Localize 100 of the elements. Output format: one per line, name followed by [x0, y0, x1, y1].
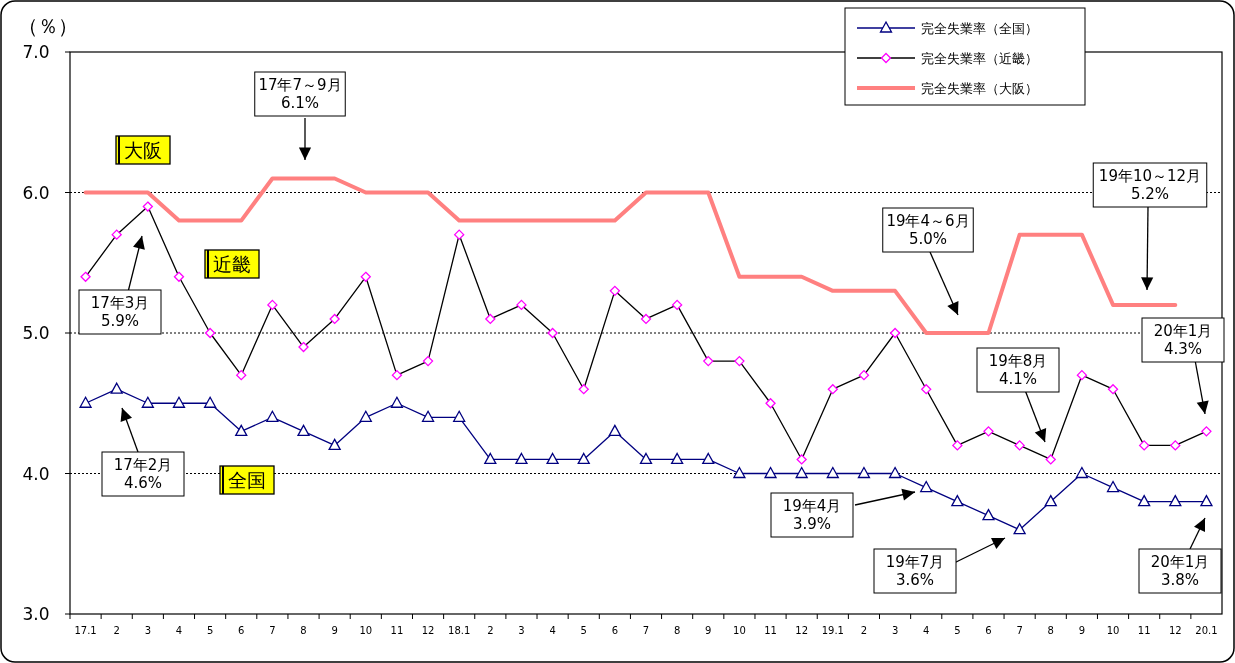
point: [827, 384, 838, 395]
x-tick-label: 12: [795, 625, 809, 636]
point: [858, 370, 870, 381]
point: [670, 452, 684, 465]
annotation: 近畿: [204, 249, 260, 279]
x-tick-label: 6: [611, 625, 619, 636]
x-tick-label: 6: [238, 625, 245, 636]
annotation: 20年1月 3.8%: [1150, 553, 1210, 589]
point: [1013, 523, 1026, 535]
point: [982, 509, 995, 521]
x-tick-label: 5: [580, 625, 587, 636]
point: [578, 384, 589, 395]
point: [173, 271, 185, 282]
x-tick-label: 3: [144, 625, 152, 636]
annotation: 19年4～6月 5.0%: [882, 207, 974, 316]
point: [577, 452, 590, 465]
annotation: 全国: [219, 465, 275, 495]
annotation: 大阪: [124, 139, 162, 161]
annotation: 19年10～12月 5.2%: [1098, 167, 1202, 203]
x-tick-label: 11: [390, 625, 404, 636]
x-tick-label: 10: [1106, 625, 1120, 636]
x-tick-label: 2: [113, 625, 120, 636]
point: [80, 271, 91, 282]
annotation: 17年7～9月 6.1%: [254, 71, 346, 161]
point: [1014, 440, 1025, 451]
annotation: 19年10～12月 5.2%: [1092, 162, 1208, 291]
point: [421, 410, 435, 422]
annotation: 19年4月 3.9%: [782, 497, 842, 533]
point: [1075, 466, 1089, 479]
y-tick-label: 4.0: [22, 463, 50, 484]
point: [1107, 384, 1119, 395]
legend-label: 完全失業率（近畿）: [921, 51, 1038, 66]
point: [485, 313, 496, 325]
point: [765, 398, 776, 409]
annotation: 20年1月 4.3%: [1153, 322, 1213, 358]
point: [671, 299, 683, 311]
x-tick-label: 7: [1016, 625, 1023, 636]
x-tick-label: 5: [954, 625, 961, 636]
annotation: 20年1月 4.3%: [1141, 317, 1225, 415]
x-tick-label: 12: [421, 625, 435, 636]
point: [329, 313, 340, 325]
point: [203, 396, 217, 408]
x-tick-label: 12: [1168, 625, 1182, 636]
point: [1169, 494, 1182, 507]
point: [391, 370, 403, 381]
x-tick-label: 8: [300, 625, 307, 636]
point: [609, 285, 621, 296]
x-tick-label: 3: [891, 625, 899, 636]
point: [888, 466, 902, 479]
point: [951, 494, 964, 507]
point: [79, 396, 92, 408]
x-tick-label: 2: [487, 625, 494, 636]
annotation: 19年8月 4.1%: [976, 347, 1060, 443]
point: [857, 466, 871, 479]
point: [547, 327, 558, 339]
y-tick-label: 6.0: [22, 182, 50, 203]
point: [734, 355, 745, 367]
point: [328, 438, 341, 451]
x-tick-label: 18.1: [448, 625, 471, 636]
point: [1170, 440, 1181, 451]
x-tick-label: 17.1: [74, 625, 97, 636]
point: [141, 396, 154, 408]
point: [422, 355, 434, 367]
point: [702, 452, 715, 465]
point: [1045, 454, 1056, 465]
point: [453, 410, 466, 422]
x-tick-label: 7: [269, 625, 276, 636]
y-axis-title: （％）: [18, 14, 78, 38]
annotation: 19年7月 3.6%: [873, 537, 1006, 594]
point: [764, 466, 777, 479]
annotation: 17年3月 5.9%: [78, 235, 162, 335]
point: [515, 452, 528, 465]
point: [733, 466, 746, 479]
point: [1200, 494, 1213, 507]
point: [360, 271, 371, 282]
point: [1044, 494, 1057, 507]
annotation: 大阪: [115, 135, 171, 165]
x-tick-label: 11: [1137, 625, 1151, 636]
point: [640, 313, 652, 325]
point: [920, 480, 933, 493]
point: [235, 424, 248, 436]
point: [454, 229, 465, 240]
x-tick-label: 2: [860, 625, 868, 636]
annotation: 17年3月 5.9%: [90, 294, 150, 330]
point: [142, 201, 153, 212]
point: [111, 229, 122, 240]
annotation: 全国: [228, 469, 266, 491]
x-tick-label: 8: [1047, 625, 1054, 636]
legend-label: 完全失業率（全国）: [921, 21, 1038, 36]
point: [1106, 480, 1120, 493]
point: [1138, 494, 1151, 507]
x-tick-label: 5: [206, 625, 214, 636]
point: [796, 454, 807, 465]
point: [546, 452, 559, 465]
annotation: 19年7月 3.6%: [885, 553, 945, 589]
x-tick-label: 4: [549, 625, 556, 636]
x-tick-label: 10: [359, 625, 373, 636]
x-tick-label: 6: [985, 625, 992, 636]
point: [703, 355, 714, 367]
x-tick-label: 3: [518, 625, 525, 636]
